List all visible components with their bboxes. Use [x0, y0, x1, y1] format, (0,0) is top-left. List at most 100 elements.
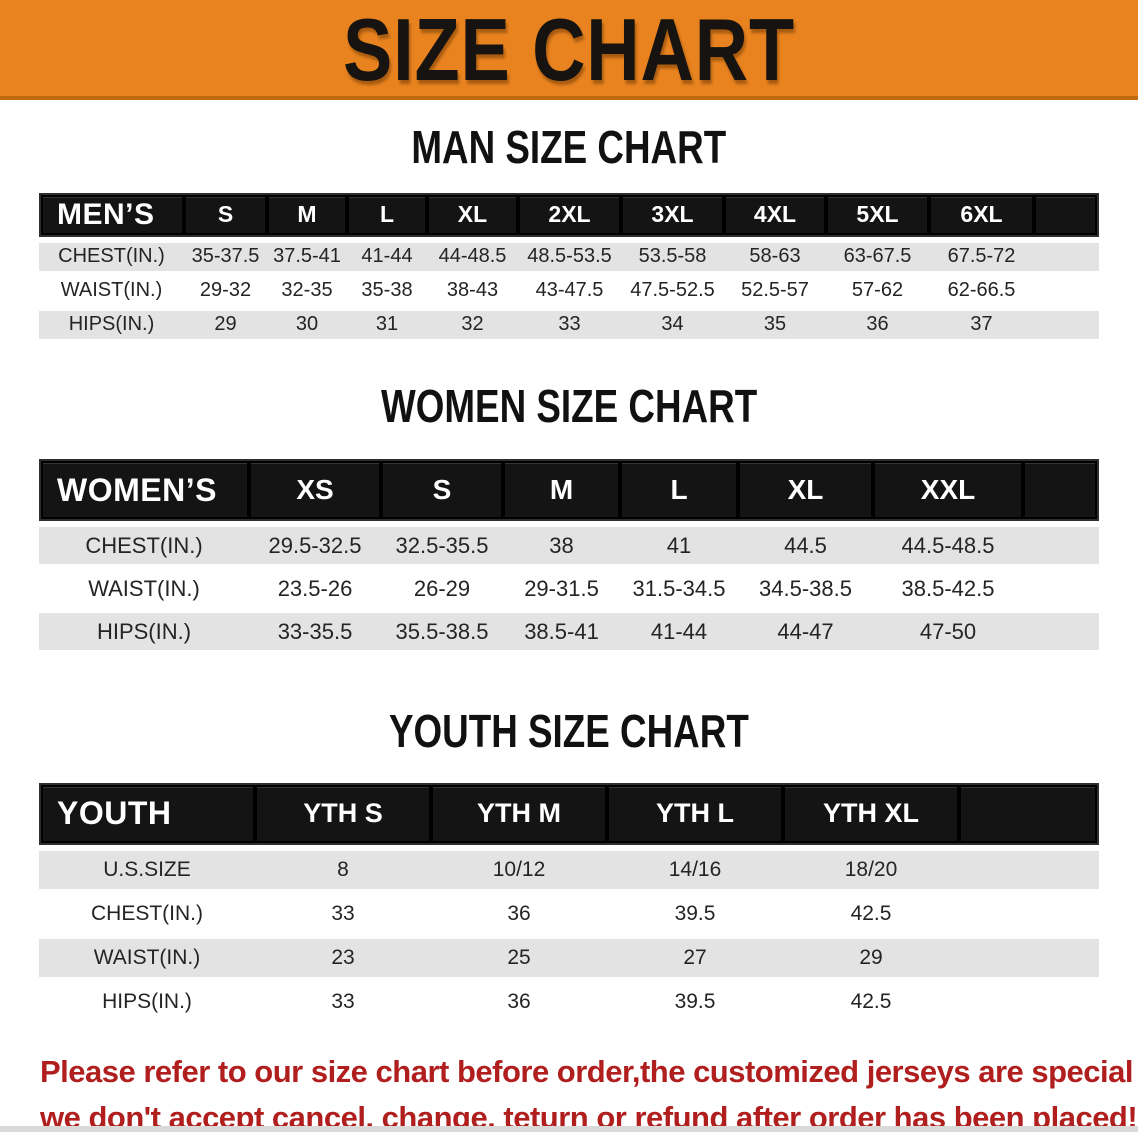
size-cell: 34.5-38.5: [738, 570, 873, 608]
row-label: HIPS(IN.): [39, 310, 184, 339]
men-col-5xl: 5XL: [826, 192, 929, 237]
women-col-xxl: XXL: [873, 459, 1023, 522]
men-col-2xl: 2XL: [518, 192, 621, 237]
youth-waist-row: WAIST(IN.) 23 25 27 29: [39, 938, 1099, 977]
size-cell: 43-47.5: [518, 276, 621, 305]
women-size-table: WOMEN’S XS S M L XL XXL CHEST(IN.) 29.5-…: [39, 453, 1099, 656]
women-col-xl: XL: [738, 459, 873, 522]
size-cell: 37: [929, 310, 1034, 339]
men-col-s: S: [184, 192, 267, 237]
row-label: HIPS(IN.): [39, 613, 249, 651]
youth-ussize-row: U.S.SIZE 8 10/12 14/16 18/20: [39, 850, 1099, 889]
men-header-row: MEN’S S M L XL 2XL 3XL 4XL 5XL 6XL: [39, 192, 1099, 237]
size-cell: 23.5-26: [249, 570, 381, 608]
size-cell: 58-63: [724, 242, 826, 271]
size-cell: 29.5-32.5: [249, 527, 381, 565]
row-label: WAIST(IN.): [39, 938, 255, 977]
men-col-m: M: [267, 192, 347, 237]
size-cell: 29: [783, 938, 959, 977]
row-label: WAIST(IN.): [39, 570, 249, 608]
men-chest-row: CHEST(IN.) 35-37.5 37.5-41 41-44 44-48.5…: [39, 242, 1099, 271]
filler-cell: [959, 894, 1099, 933]
filler-cell: [1034, 276, 1099, 305]
size-cell: 38.5-41: [503, 613, 620, 651]
size-cell: 36: [826, 310, 929, 339]
men-size-table: MEN’S S M L XL 2XL 3XL 4XL 5XL 6XL CHEST…: [39, 187, 1099, 345]
size-cell: 29-31.5: [503, 570, 620, 608]
women-chest-row: CHEST(IN.) 29.5-32.5 32.5-35.5 38 41 44.…: [39, 527, 1099, 565]
banner: SIZE CHART: [0, 0, 1138, 100]
order-warning-note: Please refer to our size chart before or…: [0, 1049, 1138, 1132]
size-cell: 33: [255, 894, 431, 933]
size-cell: 38-43: [427, 276, 518, 305]
men-col-l: L: [347, 192, 427, 237]
women-section-heading: WOMEN SIZE CHART: [0, 379, 1138, 432]
filler-cell: [959, 938, 1099, 977]
row-label: CHEST(IN.): [39, 242, 184, 271]
men-table-title: MEN’S: [39, 192, 184, 237]
row-label: CHEST(IN.): [39, 527, 249, 565]
men-section-heading-text: MAN SIZE CHART: [411, 121, 727, 173]
warning-line-1: Please refer to our size chart before or…: [40, 1053, 1138, 1089]
youth-header-row: YOUTH YTH S YTH M YTH L YTH XL: [39, 782, 1099, 845]
size-cell: 29-32: [184, 276, 267, 305]
men-col-3xl: 3XL: [621, 192, 724, 237]
women-col-filler: [1023, 459, 1099, 522]
size-cell: 8: [255, 850, 431, 889]
women-header-row: WOMEN’S XS S M L XL XXL: [39, 459, 1099, 522]
youth-section-heading-text: YOUTH SIZE CHART: [389, 705, 749, 758]
size-cell: 47.5-52.5: [621, 276, 724, 305]
women-section-heading-text: WOMEN SIZE CHART: [380, 379, 758, 432]
size-cell: 44-48.5: [427, 242, 518, 271]
size-cell: 35-37.5: [184, 242, 267, 271]
size-cell: 31.5-34.5: [620, 570, 738, 608]
size-cell: 44-47: [738, 613, 873, 651]
size-cell: 52.5-57: [724, 276, 826, 305]
size-cell: 23: [255, 938, 431, 977]
size-cell: 14/16: [607, 850, 783, 889]
women-col-s: S: [381, 459, 503, 522]
youth-table-title: YOUTH: [39, 782, 255, 845]
size-cell: 36: [431, 894, 607, 933]
women-col-m: M: [503, 459, 620, 522]
size-cell: 41-44: [620, 613, 738, 651]
size-cell: 33: [255, 982, 431, 1021]
size-cell: 38.5-42.5: [873, 570, 1023, 608]
size-cell: 47-50: [873, 613, 1023, 651]
men-waist-row: WAIST(IN.) 29-32 32-35 35-38 38-43 43-47…: [39, 276, 1099, 305]
page-title: SIZE CHART: [343, 0, 795, 99]
size-cell: 67.5-72: [929, 242, 1034, 271]
youth-hips-row: HIPS(IN.) 33 36 39.5 42.5: [39, 982, 1099, 1021]
size-cell: 35-38: [347, 276, 427, 305]
filler-cell: [959, 850, 1099, 889]
row-label: HIPS(IN.): [39, 982, 255, 1021]
size-cell: 31: [347, 310, 427, 339]
size-cell: 39.5: [607, 982, 783, 1021]
size-cell: 27: [607, 938, 783, 977]
women-col-xs: XS: [249, 459, 381, 522]
size-cell: 30: [267, 310, 347, 339]
filler-cell: [959, 982, 1099, 1021]
size-cell: 44.5: [738, 527, 873, 565]
size-cell: 35: [724, 310, 826, 339]
filler-cell: [1034, 310, 1099, 339]
filler-cell: [1034, 242, 1099, 271]
filler-cell: [1023, 613, 1099, 651]
youth-size-table: YOUTH YTH S YTH M YTH L YTH XL U.S.SIZE …: [39, 777, 1099, 1027]
men-section-heading: MAN SIZE CHART: [0, 122, 1138, 173]
men-col-6xl: 6XL: [929, 192, 1034, 237]
size-cell: 32.5-35.5: [381, 527, 503, 565]
size-cell: 37.5-41: [267, 242, 347, 271]
size-cell: 33-35.5: [249, 613, 381, 651]
youth-col-xl: YTH XL: [783, 782, 959, 845]
size-cell: 42.5: [783, 982, 959, 1021]
women-table-title: WOMEN’S: [39, 459, 249, 522]
size-cell: 32-35: [267, 276, 347, 305]
size-cell: 10/12: [431, 850, 607, 889]
men-hips-row: HIPS(IN.) 29 30 31 32 33 34 35 36 37: [39, 310, 1099, 339]
row-label: CHEST(IN.): [39, 894, 255, 933]
bottom-border-strip: [0, 1126, 1138, 1132]
women-hips-row: HIPS(IN.) 33-35.5 35.5-38.5 38.5-41 41-4…: [39, 613, 1099, 651]
size-cell: 48.5-53.5: [518, 242, 621, 271]
